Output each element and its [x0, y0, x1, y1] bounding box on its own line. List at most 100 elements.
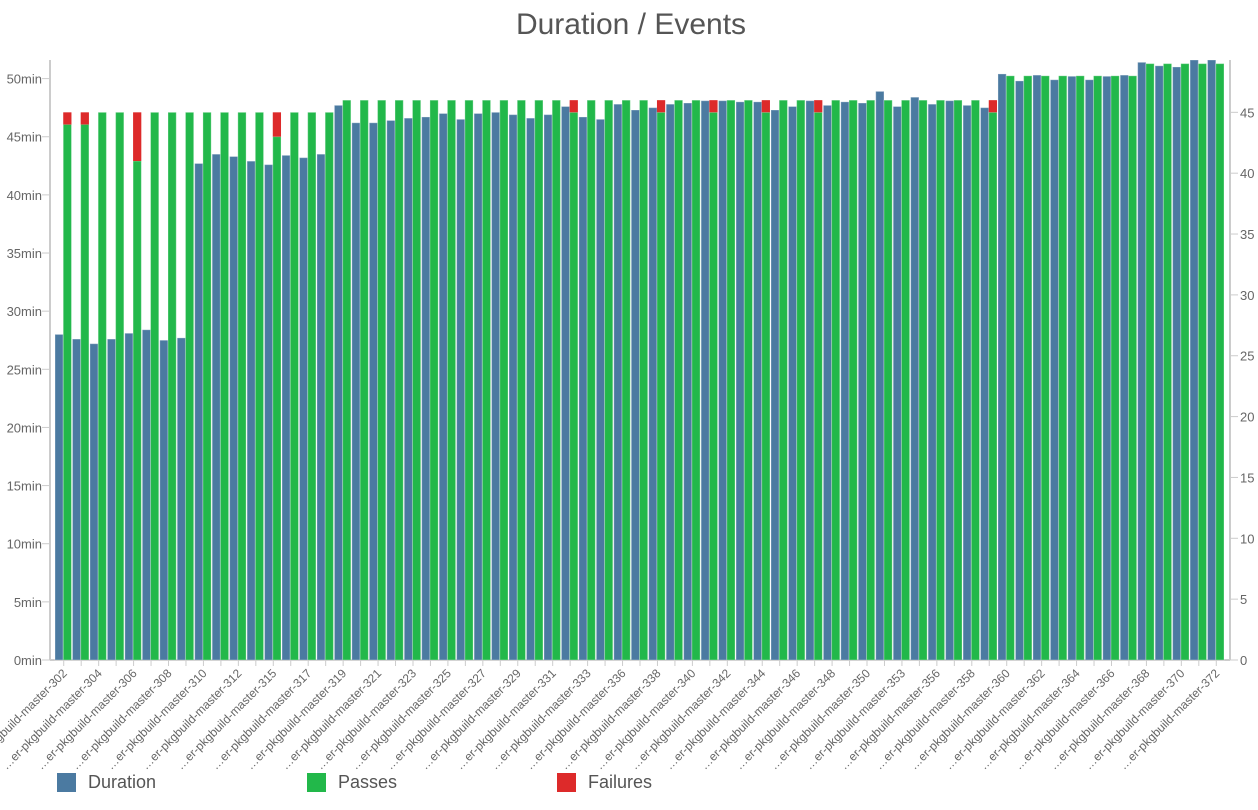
duration-bar [246, 160, 256, 661]
duration-bar [281, 154, 291, 661]
duration-bar [578, 116, 588, 661]
left-tick-label: 50min [7, 72, 42, 87]
duration-bar [264, 164, 274, 661]
passes-bar [342, 99, 352, 661]
duration-bar [665, 103, 675, 661]
duration-bar [910, 96, 920, 661]
right-tick-label: 35 [1240, 227, 1254, 242]
passes-bar [743, 99, 754, 661]
duration-bar [176, 337, 186, 661]
passes-bar [953, 99, 963, 661]
passes-bar [1075, 75, 1085, 661]
passes-bar [324, 111, 334, 661]
passes-bar [1110, 75, 1120, 661]
passes-bar [761, 111, 771, 661]
duration-bar [1137, 61, 1147, 661]
passes-bar [237, 111, 247, 661]
duration-bar [560, 106, 571, 661]
passes-bar [1023, 75, 1033, 661]
duration-bar [456, 118, 466, 661]
legend-passes[interactable]: Passes [307, 772, 397, 793]
duration-bar [980, 107, 990, 661]
duration-bar [54, 333, 64, 661]
passes-bar [289, 111, 299, 661]
passes-bar [394, 99, 404, 661]
legend-label: Duration [88, 772, 157, 792]
duration-bar [1032, 74, 1042, 661]
passes-bar [586, 99, 596, 661]
duration-bar [141, 329, 152, 661]
duration-bar [962, 104, 972, 661]
left-tick-label: 20min [7, 420, 42, 435]
left-tick-label: 40min [7, 188, 42, 203]
right-tick-label: 10 [1240, 531, 1254, 546]
passes-bar [988, 111, 998, 661]
duration-bar [595, 118, 606, 661]
passes-bar [1005, 75, 1015, 661]
legend-duration[interactable]: Duration [57, 772, 156, 793]
passes-bar [831, 99, 841, 661]
duration-bar [333, 104, 344, 661]
passes-bar [656, 111, 666, 661]
failures-bar [761, 100, 770, 113]
duration-bar [700, 100, 710, 661]
duration-bar [1102, 75, 1112, 661]
duration-bar [194, 162, 204, 661]
passes-bar [551, 99, 561, 661]
passes-bar [604, 99, 614, 661]
duration-bar [316, 153, 326, 661]
passes-bar [935, 99, 946, 661]
duration-bar [71, 338, 82, 661]
duration-bar [421, 116, 431, 661]
duration-bar [770, 109, 780, 661]
failures-bar [272, 112, 282, 137]
passes-bar [272, 136, 282, 661]
duration-bar [211, 153, 221, 661]
failures-bar [656, 100, 666, 113]
duration-bar [1084, 79, 1095, 661]
duration-bar [875, 90, 885, 661]
duration-bar [1067, 75, 1077, 661]
right-tick-label: 15 [1240, 470, 1254, 485]
passes-bar [534, 99, 544, 661]
left-tick-label: 15min [7, 479, 42, 494]
duration-bar [368, 122, 379, 661]
passes-bar [778, 99, 788, 661]
passes-bar [132, 160, 142, 661]
failures-bar [80, 112, 89, 125]
duration-bar [613, 103, 623, 661]
duration-bar [159, 339, 169, 661]
passes-bar [516, 99, 526, 661]
passes-bar [464, 99, 474, 661]
passes-bar [918, 99, 928, 661]
duration-bar [927, 103, 937, 661]
passes-bar [1040, 75, 1050, 661]
passes-bar [883, 99, 893, 661]
duration-bar [351, 122, 361, 661]
passes-bar [1093, 75, 1103, 661]
duration-bar [630, 109, 641, 661]
duration-bar [525, 117, 536, 661]
right-tick-label: 25 [1240, 349, 1254, 364]
duration-bar [1189, 59, 1199, 661]
passes-bar [1215, 63, 1225, 661]
left-tick-label: 35min [7, 246, 42, 261]
duration-bar [229, 156, 239, 661]
left-tick-label: 25min [7, 362, 42, 377]
legend-swatch-passes [307, 773, 326, 792]
passes-bar [184, 111, 195, 661]
legend-failures[interactable]: Failures [557, 772, 652, 793]
passes-bar [377, 99, 387, 661]
right-tick-label: 5 [1240, 592, 1247, 607]
duration-bar [822, 104, 833, 661]
failures-bar [133, 112, 142, 162]
passes-bar [115, 111, 125, 661]
passes-bar [150, 111, 160, 661]
duration-bar [1207, 59, 1217, 661]
passes-bar [726, 99, 736, 661]
passes-bar [167, 111, 177, 661]
passes-bar [1162, 63, 1173, 661]
duration-bar [735, 101, 745, 661]
